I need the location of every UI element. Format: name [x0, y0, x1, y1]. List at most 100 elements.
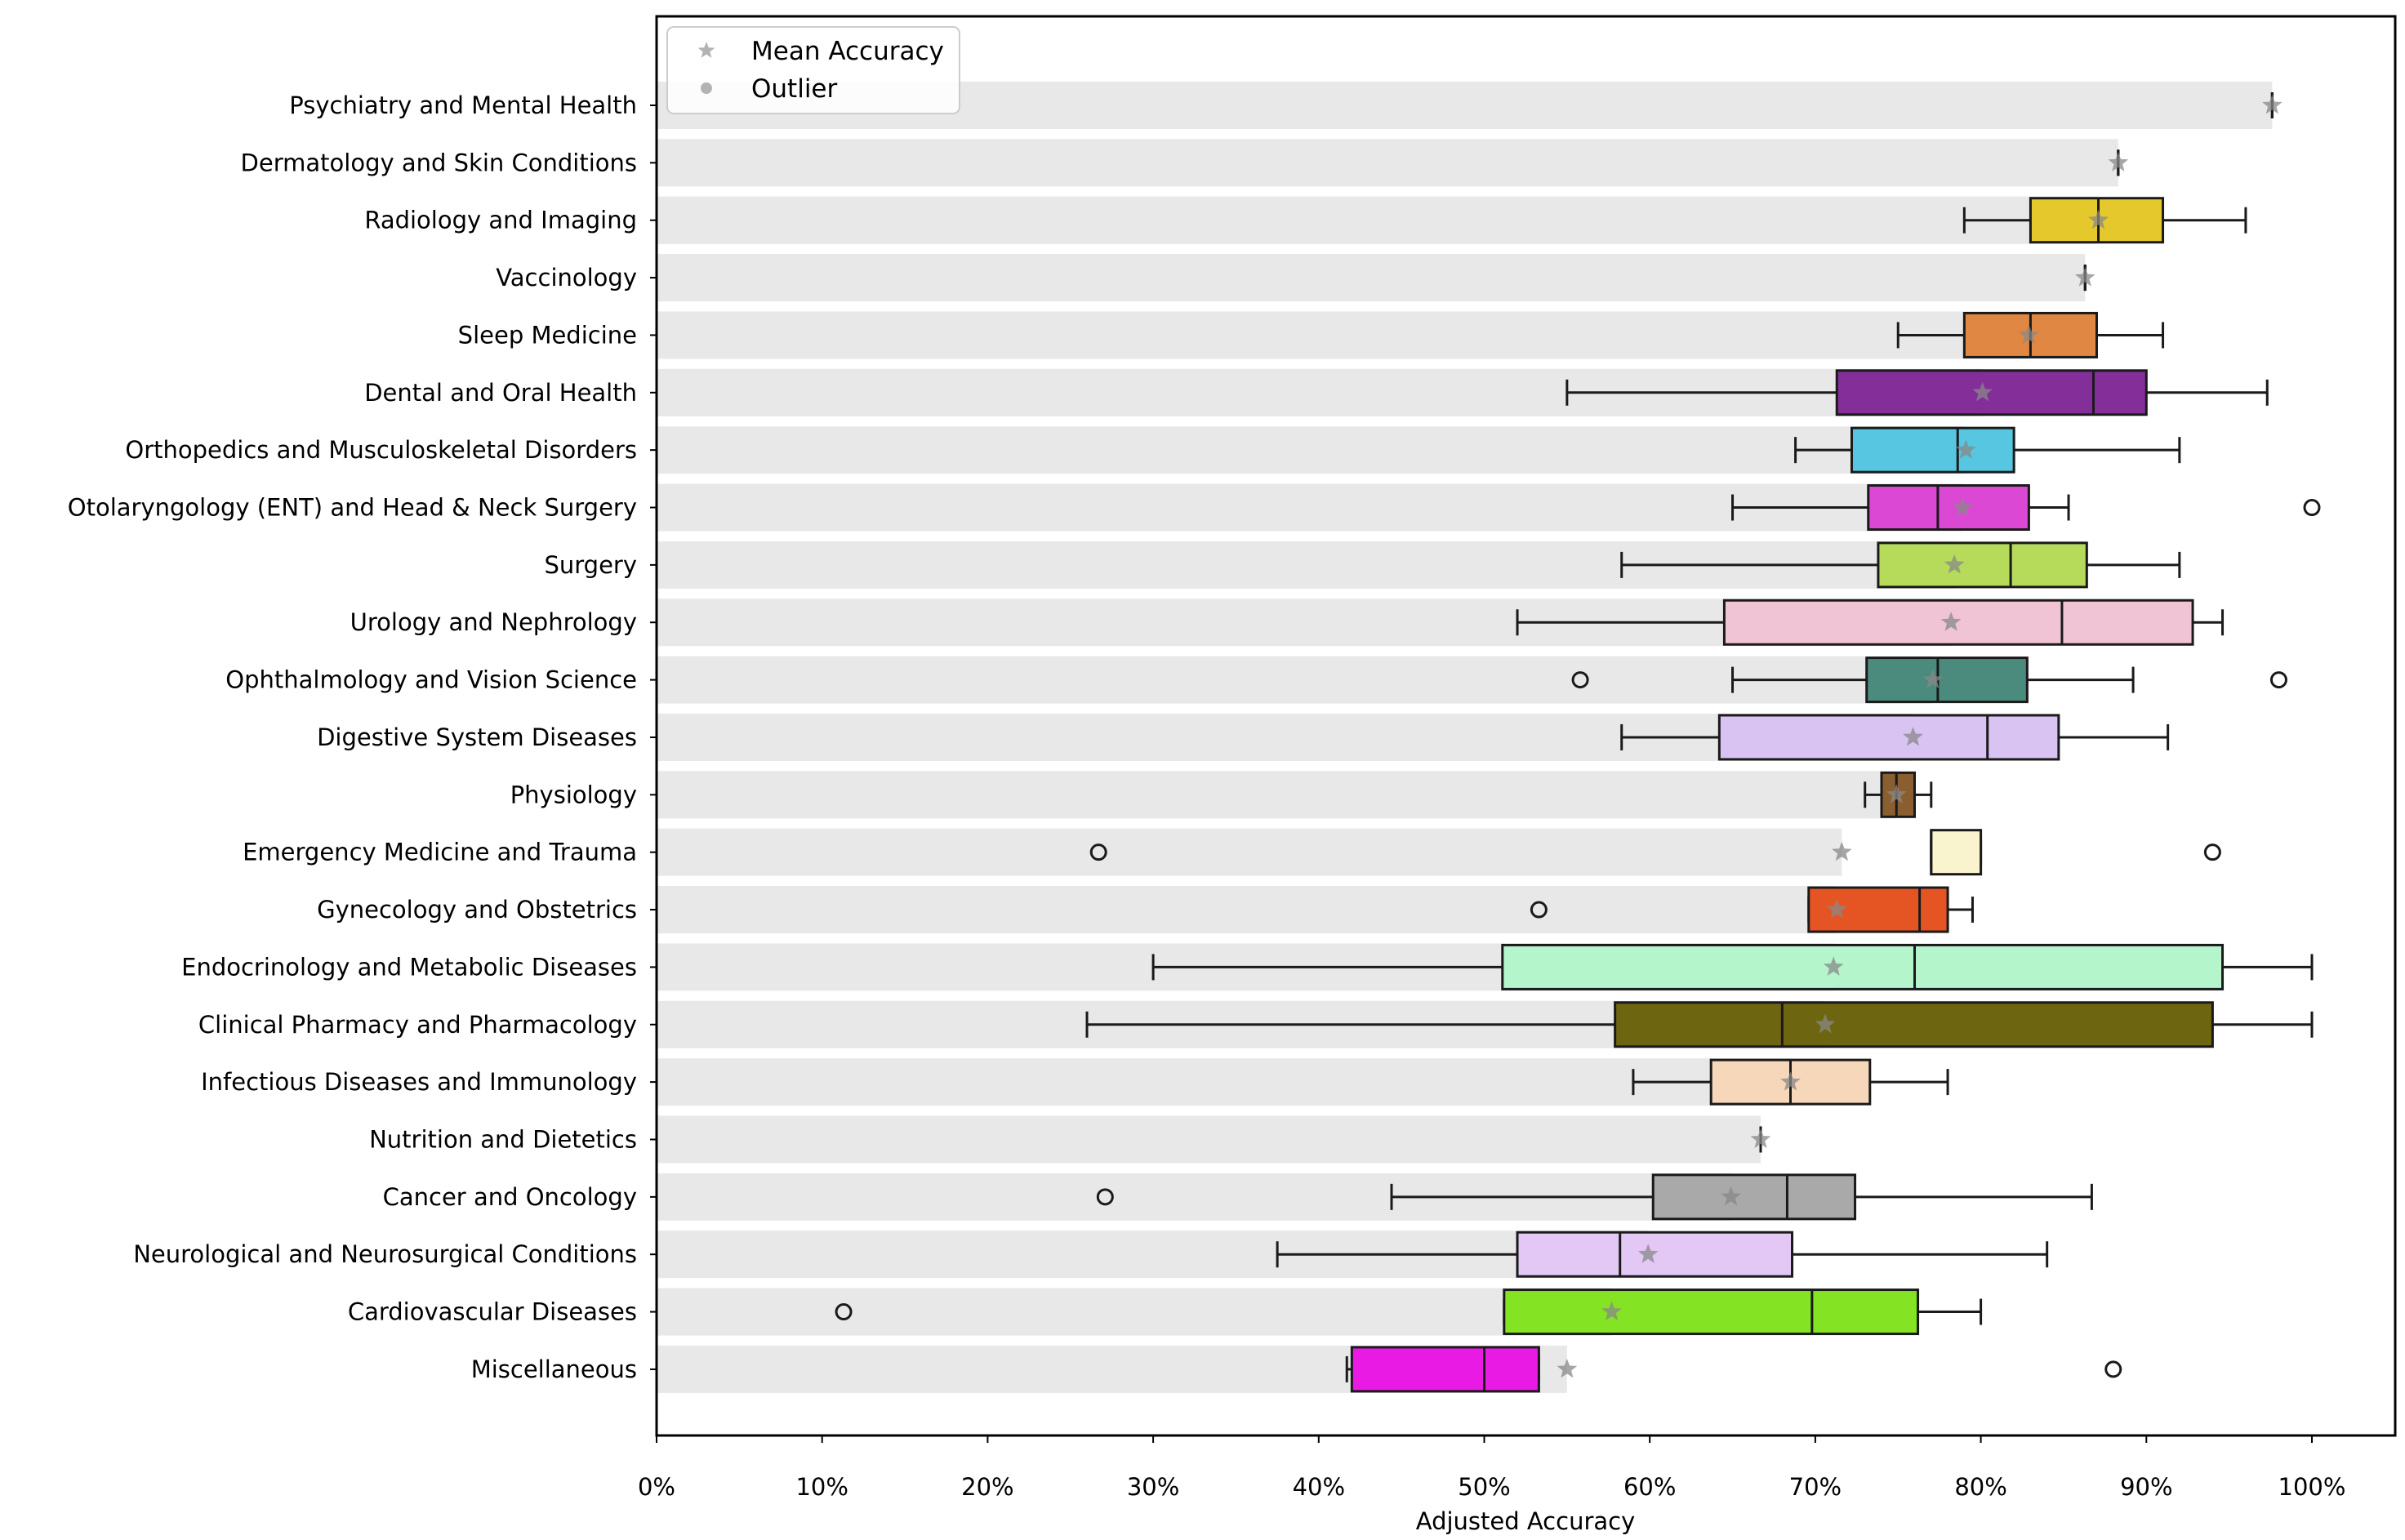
category-label-neurological-and-neurosurgical-conditions: Neurological and Neurosurgical Condition… — [133, 1240, 637, 1268]
mean-star-surgery — [1944, 554, 1965, 574]
category-label-otolaryngology-ent-and-head-neck-surgery: Otolaryngology (ENT) and Head & Neck Sur… — [68, 494, 637, 522]
x-tick-label-20: 20% — [961, 1473, 1013, 1501]
mean-star-psychiatry-and-mental-health — [2262, 95, 2283, 114]
box-surgery — [1620, 541, 2181, 589]
box-ophthalmology-and-vision-science — [1731, 657, 2135, 704]
mean-star-ophthalmology-and-vision-science — [1922, 669, 1944, 689]
mean-star-urology-and-nephrology — [1940, 612, 1962, 631]
iqr-box-clinical-pharmacy-and-pharmacology — [1614, 1001, 2214, 1048]
mean-star-orthopedics-and-musculoskeletal-disorders — [1956, 439, 1976, 459]
iqr-box-otolaryngology-ent-and-head-neck-surgery — [1867, 484, 2030, 532]
x-tick-label-60: 60% — [1623, 1473, 1676, 1501]
x-axis-label: Adjusted Accuracy — [1416, 1507, 1636, 1535]
category-label-surgery: Surgery — [544, 551, 637, 579]
x-tick-label-70: 70% — [1789, 1473, 1842, 1501]
x-tick-label-80: 80% — [1954, 1473, 2006, 1501]
box-cancer-and-oncology — [1390, 1173, 2093, 1221]
iqr-box-neurological-and-neurosurgical-conditions — [1516, 1231, 1794, 1278]
category-label-urology-and-nephrology: Urology and Nephrology — [350, 608, 637, 636]
mean-bar-ophthalmology-and-vision-science — [657, 656, 1933, 704]
outlier-emergency-medicine-and-trauma-0 — [1089, 843, 1107, 861]
mean-star-radiology-and-imaging — [2088, 209, 2109, 229]
category-label-vaccinology: Vaccinology — [496, 264, 637, 292]
outlier-miscellaneous-0 — [2104, 1360, 2122, 1378]
mean-bar-vaccinology — [657, 254, 2086, 302]
mean-star-sleep-medicine — [2019, 324, 2039, 344]
box-orthopedics-and-musculoskeletal-disorders — [1794, 426, 2181, 474]
iqr-box-urology-and-nephrology — [1722, 599, 2194, 646]
outlier-cardiovascular-diseases-0 — [835, 1303, 853, 1321]
mean-bar-emergency-medicine-and-trauma — [657, 828, 1842, 876]
category-label-emergency-medicine-and-trauma: Emergency Medicine and Trauma — [243, 839, 637, 866]
mean-bar-gynecology-and-obstetrics — [657, 886, 1837, 934]
mean-star-miscellaneous — [1557, 1358, 1578, 1378]
mean-star-gynecology-and-obstetrics — [1826, 899, 1847, 919]
iqr-box-orthopedics-and-musculoskeletal-disorders — [1850, 426, 2015, 474]
iqr-box-endocrinology-and-metabolic-diseases — [1501, 943, 2225, 990]
category-label-clinical-pharmacy-and-pharmacology: Clinical Pharmacy and Pharmacology — [198, 1011, 637, 1039]
x-tick-label-50: 50% — [1458, 1473, 1510, 1501]
category-labels: Psychiatry and Mental Health Dermatology … — [68, 91, 657, 1383]
category-label-infectious-diseases-and-immunology: Infectious Diseases and Immunology — [201, 1068, 637, 1096]
mean-bar-cardiovascular-diseases — [657, 1288, 1612, 1336]
x-tick-label-40: 40% — [1293, 1473, 1345, 1501]
mean-star-neurological-and-neurosurgical-conditions — [1637, 1244, 1659, 1263]
category-label-orthopedics-and-musculoskeletal-disorders: Orthopedics and Musculoskeletal Disorder… — [125, 436, 637, 464]
box-dental-and-oral-health — [1565, 369, 2269, 416]
legend: Mean Accuracy Outlier — [666, 26, 960, 114]
iqr-box-miscellaneous — [1350, 1346, 1540, 1393]
category-label-dermatology-and-skin-conditions: Dermatology and Skin Conditions — [241, 149, 637, 176]
category-label-digestive-system-diseases: Digestive System Diseases — [317, 723, 637, 751]
box-emergency-medicine-and-trauma — [1930, 829, 1983, 876]
legend-label-mean-accuracy: Mean Accuracy — [751, 37, 944, 66]
category-label-physiology: Physiology — [510, 781, 637, 808]
category-label-gynecology-and-obstetrics: Gynecology and Obstetrics — [317, 896, 637, 924]
mean-and-outlier-markers — [835, 95, 2321, 1378]
iqr-box-digestive-system-diseases — [1717, 714, 2060, 761]
outlier-otolaryngology-ent-and-head-neck-surgery-0 — [2303, 499, 2321, 517]
box-digestive-system-diseases — [1620, 714, 2170, 761]
outlier-ophthalmology-and-vision-science-0 — [1571, 671, 1589, 689]
mean-star-endocrinology-and-metabolic-diseases — [1823, 956, 1844, 976]
outlier-gynecology-and-obstetrics-0 — [1530, 901, 1548, 919]
category-label-ophthalmology-and-vision-science: Ophthalmology and Vision Science — [225, 666, 637, 694]
x-tick-label-100: 100% — [2278, 1473, 2346, 1501]
outlier-emergency-medicine-and-trauma-1 — [2203, 843, 2221, 861]
category-label-sleep-medicine: Sleep Medicine — [458, 321, 637, 349]
category-label-miscellaneous: Miscellaneous — [471, 1355, 637, 1383]
x-tick-label-10: 10% — [795, 1473, 848, 1501]
iqr-box-surgery — [1877, 541, 2088, 589]
mean-bar-nutrition-and-dietetics — [657, 1115, 1761, 1164]
legend-frame — [666, 26, 960, 114]
plot-frame — [655, 15, 2397, 1437]
outlier-ophthalmology-and-vision-science-1 — [2269, 671, 2287, 689]
iqr-box-cardiovascular-diseases — [1503, 1289, 1920, 1336]
mean-star-vaccinology — [2074, 267, 2095, 287]
box-clinical-pharmacy-and-pharmacology — [1085, 1001, 2314, 1048]
box-urology-and-nephrology — [1516, 599, 2225, 646]
mean-bar-sleep-medicine — [657, 311, 2029, 359]
category-label-psychiatry-and-mental-health: Psychiatry and Mental Health — [289, 91, 637, 119]
mean-star-infectious-diseases-and-immunology — [1780, 1071, 1801, 1091]
category-label-cardiovascular-diseases: Cardiovascular Diseases — [348, 1298, 637, 1326]
mean-bar-physiology — [657, 771, 1897, 819]
category-label-endocrinology-and-metabolic-diseases: Endocrinology and Metabolic Diseases — [181, 953, 637, 981]
iqr-box-cancer-and-oncology — [1651, 1173, 1857, 1221]
iqr-box-gynecology-and-obstetrics — [1807, 886, 1949, 933]
mean-star-dermatology-and-skin-conditions — [2108, 152, 2129, 171]
mean-star-cancer-and-oncology — [1721, 1186, 1741, 1206]
mean-star-emergency-medicine-and-trauma — [1832, 841, 1852, 861]
mean-star-digestive-system-diseases — [1903, 727, 1923, 746]
box-plots — [1085, 92, 2314, 1393]
mean-star-clinical-pharmacy-and-pharmacology — [1815, 1013, 1836, 1034]
legend-label-outlier: Outlier — [751, 74, 838, 104]
mean-star-physiology — [1886, 784, 1907, 803]
mean-bar-infectious-diseases-and-immunology — [657, 1058, 1791, 1106]
category-label-cancer-and-oncology: Cancer and Oncology — [383, 1183, 637, 1211]
box-neurological-and-neurosurgical-conditions — [1276, 1231, 2049, 1278]
category-label-radiology-and-imaging: Radiology and Imaging — [364, 207, 637, 234]
mean-star-otolaryngology-ent-and-head-neck-surgery — [1952, 496, 1973, 516]
box-radiology-and-imaging — [1962, 197, 2247, 244]
x-tick-label-30: 30% — [1127, 1473, 1179, 1501]
